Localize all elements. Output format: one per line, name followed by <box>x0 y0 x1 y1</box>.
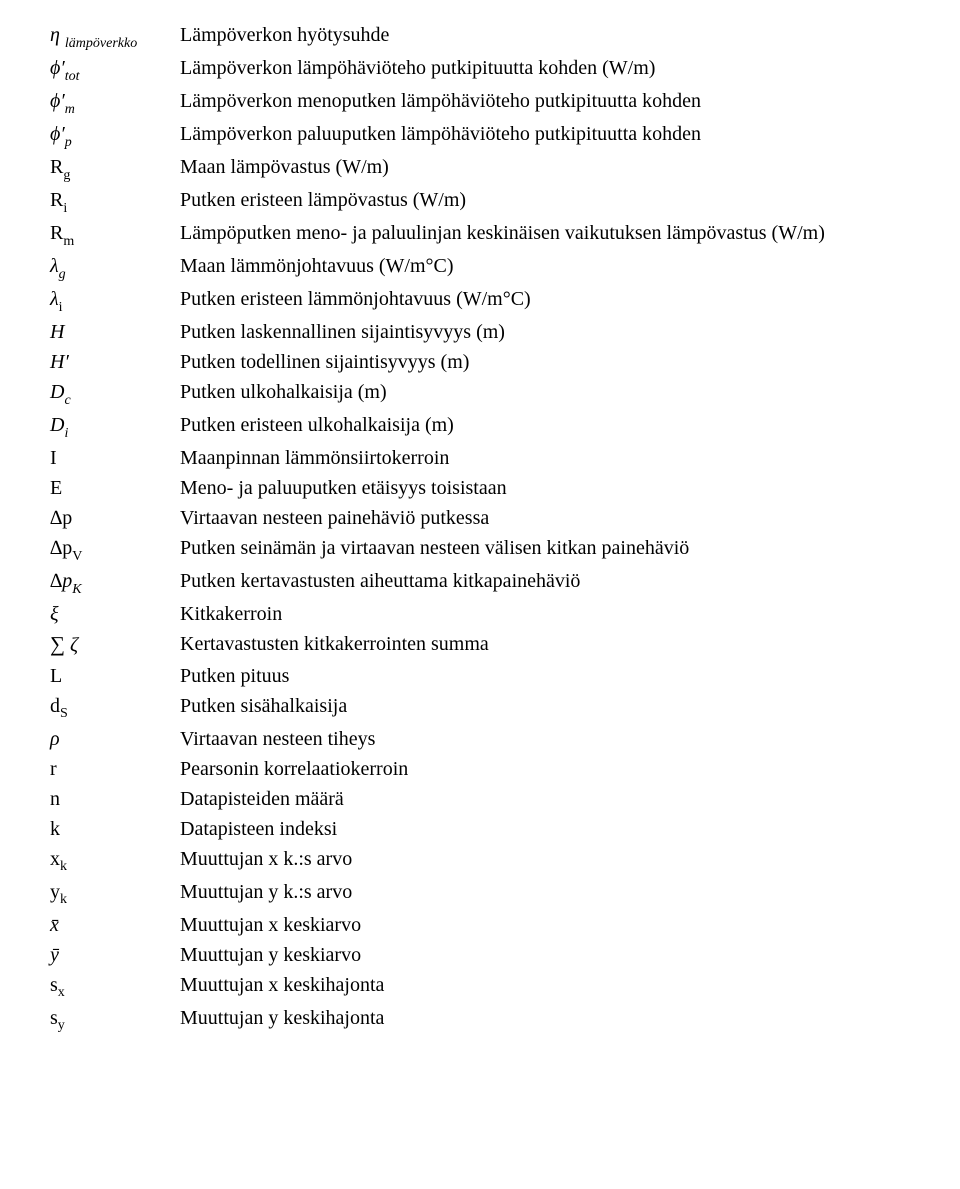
symbol-cell: ξ <box>50 599 180 629</box>
symbol-cell: ρ <box>50 724 180 754</box>
definition-row: x̄Muuttujan x keskiarvo <box>50 910 920 940</box>
definition-row: syMuuttujan y keskihajonta <box>50 1003 920 1036</box>
symbol-cell: dS <box>50 691 180 724</box>
description-cell: Lämpöverkon menoputken lämpöhäviöteho pu… <box>180 86 920 116</box>
description-cell: Kertavastusten kitkakerrointen summa <box>180 629 920 659</box>
description-cell: Putken pituus <box>180 661 920 691</box>
definition-row: IMaanpinnan lämmönsiirtokerroin <box>50 443 920 473</box>
definition-row: EMeno- ja paluuputken etäisyys toisistaa… <box>50 473 920 503</box>
symbol-cell: Ri <box>50 185 180 218</box>
symbol-cell: ϕ′tot <box>50 53 180 86</box>
definition-list: η lämpöverkkoLämpöverkon hyötysuhdeϕ′tot… <box>50 20 920 1036</box>
description-cell: Putken seinämän ja virtaavan nesteen väl… <box>180 533 920 563</box>
symbol-cell: ȳ <box>50 940 180 970</box>
definition-row: ykMuuttujan y k.:s arvo <box>50 877 920 910</box>
description-cell: Muuttujan x keskihajonta <box>180 970 920 1000</box>
description-cell: Maanpinnan lämmönsiirtokerroin <box>180 443 920 473</box>
symbol-cell: ϕ′p <box>50 119 180 152</box>
symbol-cell: ∑ ζ <box>50 629 180 661</box>
symbol-cell: Rg <box>50 152 180 185</box>
definition-row: sxMuuttujan x keskihajonta <box>50 970 920 1003</box>
definition-row: DcPutken ulkohalkaisija (m) <box>50 377 920 410</box>
description-cell: Meno- ja paluuputken etäisyys toisistaan <box>180 473 920 503</box>
definition-row: DiPutken eristeen ulkohalkaisija (m) <box>50 410 920 443</box>
symbol-cell: ∆pK <box>50 566 180 599</box>
symbol-cell: ∆p <box>50 503 180 533</box>
definition-row: RiPutken eristeen lämpövastus (W/m) <box>50 185 920 218</box>
description-cell: Virtaavan nesteen painehäviö putkessa <box>180 503 920 533</box>
description-cell: Muuttujan y keskihajonta <box>180 1003 920 1033</box>
definition-row: RgMaan lämpövastus (W/m) <box>50 152 920 185</box>
symbol-cell: E <box>50 473 180 503</box>
description-cell: Pearsonin korrelaatiokerroin <box>180 754 920 784</box>
description-cell: Lämpöverkon hyötysuhde <box>180 20 920 50</box>
description-cell: Putken ulkohalkaisija (m) <box>180 377 920 407</box>
definition-row: dSPutken sisähalkaisija <box>50 691 920 724</box>
description-cell: Putken kertavastusten aiheuttama kitkapa… <box>180 566 920 596</box>
symbol-cell: η lämpöverkko <box>50 20 180 53</box>
symbol-cell: sx <box>50 970 180 1003</box>
symbol-cell: r <box>50 754 180 784</box>
definition-row: ∆pVPutken seinämän ja virtaavan nesteen … <box>50 533 920 566</box>
symbol-cell: Rm <box>50 218 180 251</box>
symbol-cell: yk <box>50 877 180 910</box>
symbol-cell: ϕ′m <box>50 86 180 119</box>
definition-row: H′Putken todellinen sijaintisyvyys (m) <box>50 347 920 377</box>
description-cell: Muuttujan x k.:s arvo <box>180 844 920 874</box>
description-cell: Maan lämpövastus (W/m) <box>180 152 920 182</box>
description-cell: Muuttujan y k.:s arvo <box>180 877 920 907</box>
description-cell: Putken eristeen ulkohalkaisija (m) <box>180 410 920 440</box>
definition-row: ∑ ζKertavastusten kitkakerrointen summa <box>50 629 920 661</box>
description-cell: Lämpöverkon paluuputken lämpöhäviöteho p… <box>180 119 920 149</box>
description-cell: Putken laskennallinen sijaintisyvyys (m) <box>180 317 920 347</box>
symbol-cell: H′ <box>50 347 180 377</box>
definition-row: xkMuuttujan x k.:s arvo <box>50 844 920 877</box>
description-cell: Datapisteen indeksi <box>180 814 920 844</box>
definition-row: LPutken pituus <box>50 661 920 691</box>
definition-row: rPearsonin korrelaatiokerroin <box>50 754 920 784</box>
symbol-cell: x̄ <box>50 910 180 940</box>
definition-row: ξKitkakerroin <box>50 599 920 629</box>
definition-row: nDatapisteiden määrä <box>50 784 920 814</box>
definition-row: HPutken laskennallinen sijaintisyvyys (m… <box>50 317 920 347</box>
definition-row: λgMaan lämmönjohtavuus (W/m°C) <box>50 251 920 284</box>
description-cell: Putken todellinen sijaintisyvyys (m) <box>180 347 920 377</box>
definition-row: η lämpöverkkoLämpöverkon hyötysuhde <box>50 20 920 53</box>
symbol-cell: ∆pV <box>50 533 180 566</box>
symbol-cell: λg <box>50 251 180 284</box>
symbol-cell: λi <box>50 284 180 317</box>
description-cell: Putken eristeen lämmönjohtavuus (W/m°C) <box>180 284 920 314</box>
definition-row: ϕ′totLämpöverkon lämpöhäviöteho putkipit… <box>50 53 920 86</box>
description-cell: Maan lämmönjohtavuus (W/m°C) <box>180 251 920 281</box>
symbol-cell: k <box>50 814 180 844</box>
definition-row: λiPutken eristeen lämmönjohtavuus (W/m°C… <box>50 284 920 317</box>
definition-row: ϕ′mLämpöverkon menoputken lämpöhäviöteho… <box>50 86 920 119</box>
symbol-cell: n <box>50 784 180 814</box>
description-cell: Kitkakerroin <box>180 599 920 629</box>
symbol-cell: L <box>50 661 180 691</box>
symbol-cell: Di <box>50 410 180 443</box>
symbol-definitions-page: η lämpöverkkoLämpöverkon hyötysuhdeϕ′tot… <box>0 0 960 1189</box>
description-cell: Lämpöverkon lämpöhäviöteho putkipituutta… <box>180 53 920 83</box>
symbol-cell: xk <box>50 844 180 877</box>
definition-row: ρVirtaavan nesteen tiheys <box>50 724 920 754</box>
description-cell: Lämpöputken meno- ja paluulinjan keskinä… <box>180 218 920 248</box>
symbol-cell: Dc <box>50 377 180 410</box>
description-cell: Datapisteiden määrä <box>180 784 920 814</box>
definition-row: ȳMuuttujan y keskiarvo <box>50 940 920 970</box>
definition-row: ϕ′pLämpöverkon paluuputken lämpöhäviöteh… <box>50 119 920 152</box>
description-cell: Muuttujan y keskiarvo <box>180 940 920 970</box>
symbol-cell: I <box>50 443 180 473</box>
definition-row: ∆pKPutken kertavastusten aiheuttama kitk… <box>50 566 920 599</box>
symbol-cell: sy <box>50 1003 180 1036</box>
description-cell: Muuttujan x keskiarvo <box>180 910 920 940</box>
description-cell: Virtaavan nesteen tiheys <box>180 724 920 754</box>
description-cell: Putken sisähalkaisija <box>180 691 920 721</box>
definition-row: RmLämpöputken meno- ja paluulinjan keski… <box>50 218 920 251</box>
description-cell: Putken eristeen lämpövastus (W/m) <box>180 185 920 215</box>
definition-row: ∆pVirtaavan nesteen painehäviö putkessa <box>50 503 920 533</box>
symbol-cell: H <box>50 317 180 347</box>
definition-row: kDatapisteen indeksi <box>50 814 920 844</box>
